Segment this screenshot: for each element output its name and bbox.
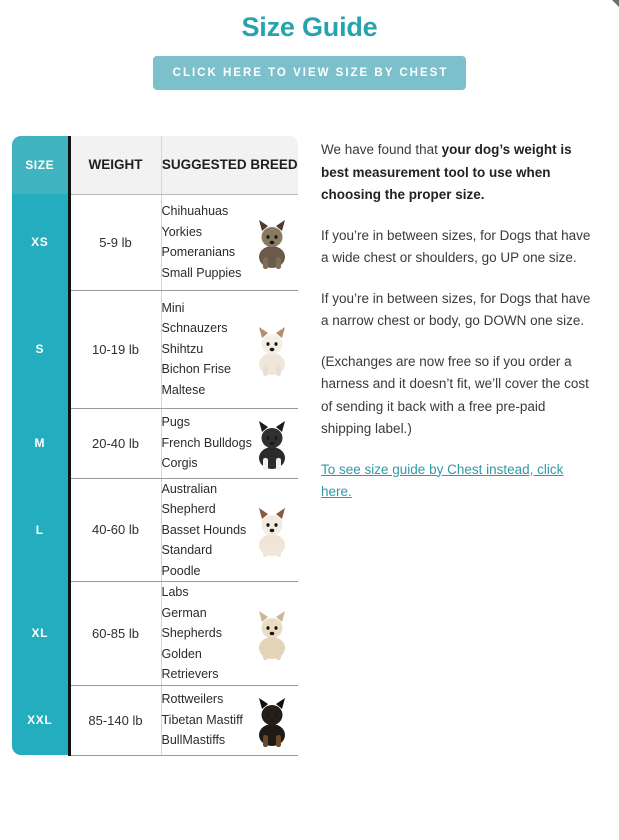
breed-cell: Chihuahuas Yorkies Pomeranians Small Puppie… — [161, 194, 298, 291]
breed-line: Labs — [161, 585, 189, 599]
breed-line: Shepherd — [161, 502, 216, 516]
breed-line: Standard — [161, 543, 213, 557]
breed-line: Golden — [161, 646, 202, 661]
breed-line: Bichon Frise — [161, 362, 231, 377]
table-row: M 20-40 lb Pugs French Bulldogs Corgis — [12, 408, 298, 479]
table-row: L 40-60 lb Australian Shepherd Basset Hounds… — [12, 478, 298, 582]
breed-line: Pugs — [161, 415, 191, 430]
size-cell-s: S — [12, 290, 71, 408]
breed-line: Shihtzu — [161, 341, 204, 356]
breed-line: Retrievers — [161, 667, 219, 681]
table-row: XS 5-9 lb Chihuahuas Yorkies Pomeranians Smal… — [12, 194, 298, 291]
info-paragraph-4: (Exchanges are now free so if you order … — [321, 353, 589, 437]
column-header-suggested-breed: SUGGESTED BREED — [161, 136, 298, 195]
breed-line: Chihuahuas — [161, 204, 229, 218]
content-columns: SIZE WEIGHT SUGGESTED BREED XS 5-9 lb Chih… — [0, 136, 619, 756]
breed-line: Small Puppies — [161, 265, 242, 280]
size-table: SIZE WEIGHT SUGGESTED BREED XS 5-9 lb Chih… — [12, 136, 298, 756]
column-header-size: SIZE — [12, 136, 71, 194]
breed-line: Poodle — [161, 563, 201, 578]
info-paragraph-2: If you’re in between sizes, for Dogs tha… — [321, 227, 591, 266]
breed-line: Schnauzers — [161, 321, 228, 336]
size-table-container: SIZE WEIGHT SUGGESTED BREED XS 5-9 lb Chih… — [0, 136, 310, 756]
breed-line: Shepherds — [161, 626, 222, 640]
breed-cell: Rottweilers Tibetan Mastiff BullMastiffs — [161, 685, 298, 756]
breed-line: German — [161, 605, 207, 620]
breed-line: Rottweilers — [161, 692, 224, 707]
breed-cell: Pugs French Bulldogs Corgis — [161, 408, 298, 479]
size-cell-m: M — [12, 408, 71, 478]
breed-line: Corgis — [161, 456, 198, 471]
table-row: XXL 85-140 lb Rottweilers Tibetan Mastiff Bu… — [12, 685, 298, 756]
breed-line: Tibetan Mastiff — [161, 712, 243, 727]
weight-cell: 10-19 lb — [69, 290, 162, 409]
weight-cell: 20-40 lb — [69, 408, 162, 479]
size-cell-xl: XL — [12, 581, 71, 685]
breed-cell: Australian Shepherd Basset Hounds Standard P… — [161, 478, 298, 582]
info-paragraph-3: If you’re in between sizes, for Dogs tha… — [321, 290, 591, 329]
table-header: SIZE WEIGHT SUGGESTED BREED — [12, 136, 298, 195]
info-paragraph-1-lead: We have found that — [321, 142, 442, 157]
view-size-by-chest-button[interactable]: CLICK HERE TO VIEW SIZE BY CHEST — [152, 56, 467, 90]
column-header-weight: WEIGHT — [69, 136, 162, 195]
breed-line: Australian — [161, 481, 218, 496]
weight-cell: 5-9 lb — [69, 194, 162, 291]
size-guide-by-chest-link[interactable]: To see size guide by Chest instead, clic… — [321, 461, 564, 499]
breed-line: BullMastiffs — [161, 733, 226, 748]
weight-cell: 60-85 lb — [69, 581, 162, 686]
weight-cell: 85-140 lb — [69, 685, 162, 756]
breed-line: Pomeranians — [161, 245, 236, 259]
info-paragraph-1: We have found that your dog’s weight is … — [321, 139, 597, 207]
breed-line: Yorkies — [161, 224, 203, 239]
page-title: Size Guide — [241, 12, 378, 42]
weight-cell: 40-60 lb — [69, 478, 162, 582]
info-paragraph-1-bold: your dog’s weight is best measurement to… — [321, 142, 572, 202]
size-cell-xxl: XXL — [12, 685, 71, 755]
breed-line: French Bulldogs — [161, 435, 252, 450]
size-cell-xs: XS — [12, 194, 71, 290]
breed-line: Mini — [161, 300, 185, 315]
table-body: XS 5-9 lb Chihuahuas Yorkies Pomeranians Smal… — [12, 194, 298, 756]
size-cell-l: L — [12, 478, 71, 582]
table-header-row: SIZE WEIGHT SUGGESTED BREED — [12, 136, 298, 195]
breed-cell: Mini Schnauzers Shihtzu Bichon Frise Maltese — [161, 290, 298, 409]
table-row: XL 60-85 lb Labs German Shepherds Golden Retri… — [12, 581, 298, 686]
cursor-artifact — [612, 0, 619, 7]
table-row: S 10-19 lb Mini Schnauzers Shihtzu Bichon Fri… — [12, 290, 298, 409]
breed-line: Maltese — [161, 382, 206, 397]
breed-cell: Labs German Shepherds Golden Retrievers — [161, 581, 298, 686]
breed-line: Basset Hounds — [161, 522, 247, 537]
info-text-column: We have found that your dog’s weight is … — [310, 136, 619, 503]
cta-container: CLICK HERE TO VIEW SIZE BY CHEST — [0, 56, 619, 90]
